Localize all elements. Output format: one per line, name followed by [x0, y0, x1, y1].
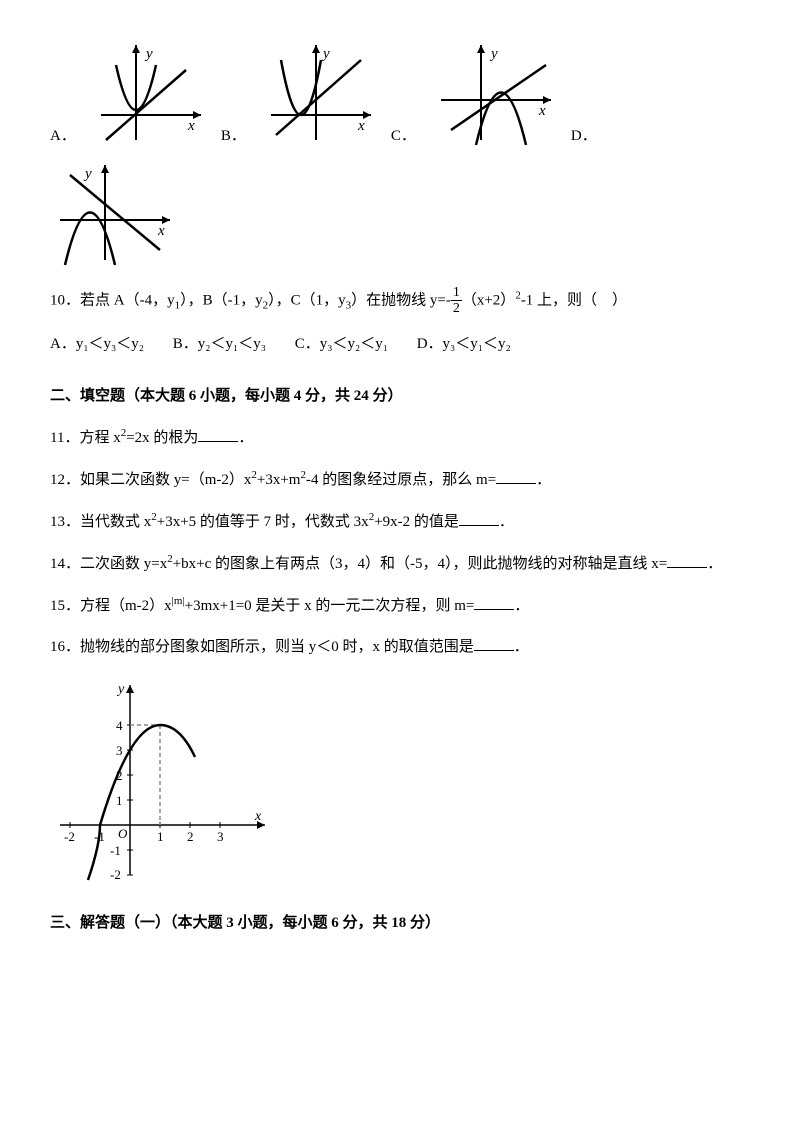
svg-text:-2: -2	[64, 829, 75, 844]
option-graph-row: A． x y B． x y C． x y D．	[50, 40, 750, 150]
q14-blank[interactable]	[667, 553, 707, 568]
option-c-label: C．	[391, 123, 416, 150]
q13-blank[interactable]	[459, 511, 499, 526]
question-15: 15．方程（m-2）x|m|+3mx+1=0 是关于 x 的一元二次方程，则 m…	[50, 592, 750, 620]
question-13: 13．当代数式 x2+3x+5 的值等于 7 时，代数式 3x2+9x-2 的值…	[50, 508, 750, 536]
svg-text:-1: -1	[110, 843, 121, 858]
q10-opt-a[interactable]: A．y₁＜y₃＜y₂	[50, 331, 144, 358]
question-12: 12．如果二次函数 y=（m-2）x2+3x+m2-4 的图象经过原点，那么 m…	[50, 466, 750, 494]
graph-b: x y	[261, 40, 381, 150]
svg-text:x: x	[254, 809, 262, 824]
svg-text:1: 1	[116, 793, 123, 808]
graph-d: x y	[50, 160, 180, 270]
svg-text:1: 1	[157, 829, 164, 844]
svg-text:-2: -2	[110, 867, 121, 882]
svg-text:3: 3	[217, 829, 224, 844]
svg-text:x: x	[157, 223, 165, 239]
q10-opt-d[interactable]: D．y₃＜y₁＜y₂	[417, 331, 511, 358]
svg-text:4: 4	[116, 718, 123, 733]
svg-text:y: y	[489, 46, 498, 62]
q16-graph: x y O -2 -1 1 2 3 1 2 3 4 -1 -2	[50, 675, 750, 885]
svg-text:O: O	[118, 826, 128, 841]
q10-p1: （x+2）	[462, 292, 515, 308]
graph-c: x y	[431, 40, 561, 150]
question-10-options: A．y₁＜y₃＜y₂ B．y₂＜y₁＜y₃ C．y₃＜y₂＜y₁ D．y₃＜y₁…	[50, 331, 750, 358]
q10-m2: ），C（1，y	[268, 292, 346, 308]
section-3-title: 三、解答题（一）（本大题 3 小题，每小题 6 分，共 18 分）	[50, 910, 750, 937]
svg-text:3: 3	[116, 743, 123, 758]
option-a-label: A．	[50, 123, 76, 150]
svg-text:y: y	[321, 46, 330, 62]
q10-m3: ）在抛物线 y=-	[351, 292, 451, 308]
svg-text:x: x	[357, 118, 365, 134]
q16-blank[interactable]	[474, 636, 514, 651]
q15-blank[interactable]	[474, 595, 514, 610]
question-10: 10．若点 A（-4，y1），B（-1，y2），C（1，y3）在抛物线 y=-1…	[50, 285, 750, 317]
question-16: 16．抛物线的部分图象如图所示，则当 y＜0 时，x 的取值范围是．	[50, 634, 750, 661]
svg-text:x: x	[187, 118, 195, 134]
question-11: 11．方程 x2=2x 的根为．	[50, 424, 750, 452]
option-d-label: D．	[571, 123, 597, 150]
option-d-graph-row: x y	[50, 160, 750, 270]
svg-text:x: x	[538, 103, 546, 119]
svg-text:y: y	[116, 682, 125, 697]
svg-text:y: y	[144, 46, 153, 62]
section-2-title: 二、填空题（本大题 6 小题，每小题 4 分，共 24 分）	[50, 383, 750, 410]
svg-text:2: 2	[187, 829, 194, 844]
svg-text:y: y	[83, 166, 92, 182]
q10-pre: 10．若点 A（-4，y	[50, 292, 175, 308]
q10-p2: -1 上，则（ ）	[521, 292, 627, 308]
q10-opt-b[interactable]: B．y₂＜y₁＜y₃	[173, 331, 266, 358]
q10-m1: ），B（-1，y	[180, 292, 263, 308]
graph-a: x y	[91, 40, 211, 150]
q10-opt-c[interactable]: C．y₃＜y₂＜y₁	[295, 331, 388, 358]
question-14: 14．二次函数 y=x2+bx+c 的图象上有两点（3，4）和（-5，4），则此…	[50, 550, 750, 578]
option-b-label: B．	[221, 123, 246, 150]
q12-blank[interactable]	[496, 469, 536, 484]
q11-blank[interactable]	[198, 427, 238, 442]
